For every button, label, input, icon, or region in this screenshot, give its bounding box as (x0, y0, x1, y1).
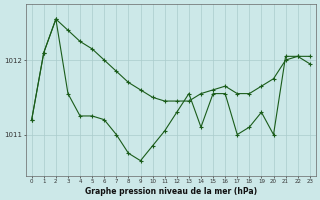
X-axis label: Graphe pression niveau de la mer (hPa): Graphe pression niveau de la mer (hPa) (85, 187, 257, 196)
